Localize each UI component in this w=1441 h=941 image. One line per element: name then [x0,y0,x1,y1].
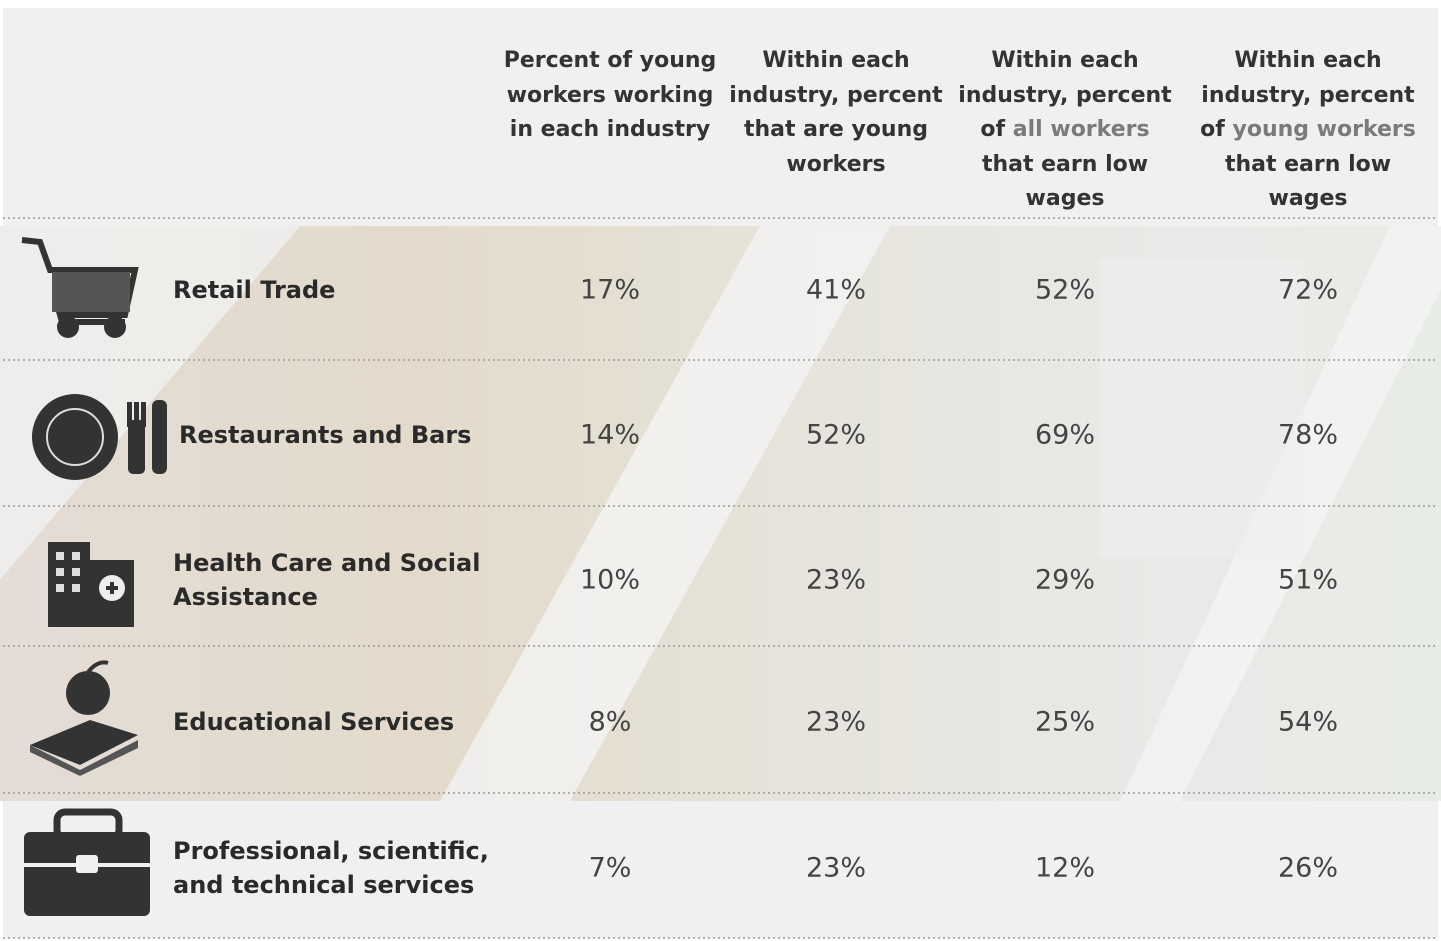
cell-value: 23% [805,706,867,738]
column-header: Within each industry, percent of all wor… [955,44,1175,217]
row-label: Health Care and Social Assistance [173,549,481,611]
briefcase-icon [24,808,150,916]
cell-value: 41% [805,274,867,306]
column-header: Percent of young workers working in each… [503,48,717,142]
cell-value: 10% [579,564,641,596]
header-text: Within each industry, percent of [1200,48,1415,142]
row-label: Educational Services [173,708,455,736]
header-highlight: all workers [1012,117,1150,142]
header-text: that earn low wages [981,151,1149,212]
sign [1100,258,1305,558]
cell-value: 78% [1277,419,1339,451]
row-label: Professional, scientific, and technical … [173,837,489,899]
header-text: Within each industry, percent of [958,48,1172,142]
cell-value: 17% [579,274,641,306]
cell-value: 12% [1034,852,1096,884]
column-header: Within each industry, percent of young w… [1198,44,1418,217]
cell-value: 69% [1034,419,1096,451]
header-text: that earn low wages [1224,151,1392,212]
cell-value: 72% [1277,274,1339,306]
cell-value: 23% [805,564,867,596]
header-highlight: young workers [1232,117,1416,142]
cell-value: 25% [1034,706,1096,738]
cell-value: 52% [1034,274,1096,306]
cell-value: 52% [805,419,867,451]
cart-icon [21,237,139,338]
cell-value: 29% [1034,564,1096,596]
row-label: Retail Trade [173,276,336,304]
stripe [440,226,890,801]
cell-value: 51% [1277,564,1339,596]
row-dividers [3,217,1438,939]
cell-value: 54% [1277,706,1339,738]
hospital-icon [48,542,134,627]
cell-value: 14% [579,419,641,451]
cell-value: 8% [588,706,632,738]
cell-value: 23% [805,852,867,884]
book-apple-icon [30,660,138,776]
cell-value: 7% [588,852,632,884]
row-label: Restaurants and Bars [179,421,472,449]
plate-icon [32,394,167,480]
column-header: Within each industry, percent that are y… [729,48,943,177]
cell-value: 26% [1277,852,1339,884]
